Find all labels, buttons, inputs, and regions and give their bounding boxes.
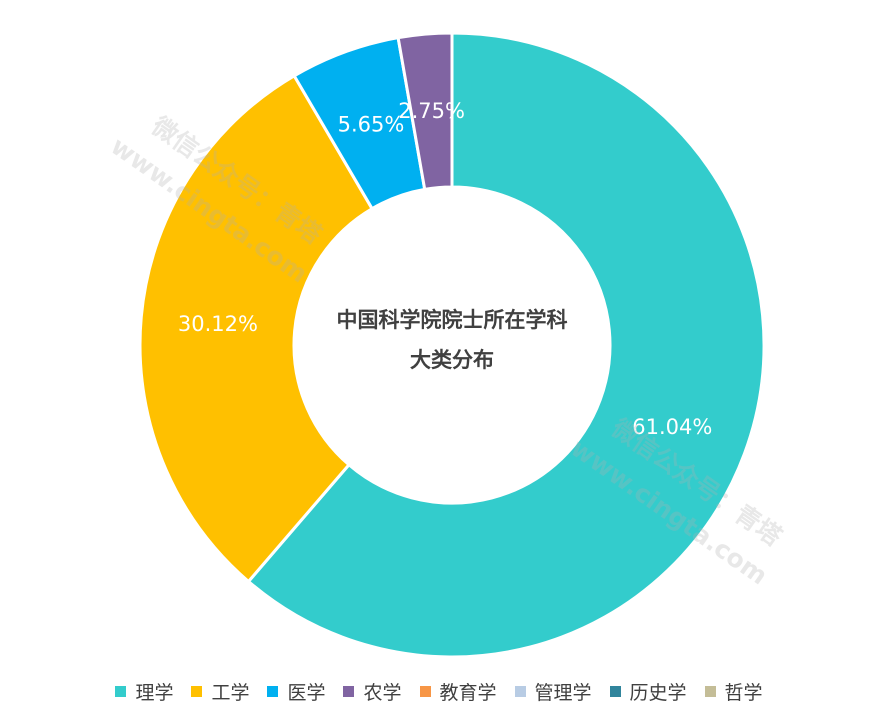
legend-swatch	[191, 685, 203, 697]
legend-swatch	[267, 685, 279, 697]
slice-label-理学: 61.04%	[632, 415, 712, 439]
legend-item-理学: 理学	[115, 678, 173, 705]
chart-title-line-1: 中国科学院院士所在学科	[337, 308, 568, 332]
legend-label: 医学	[287, 681, 326, 704]
legend-swatch	[609, 685, 621, 697]
legend: 理学 工学 医学 农学 教育学 管理学 历史学 哲学	[0, 676, 878, 706]
legend-label: 农学	[363, 681, 402, 704]
slice-农学	[396, 31, 454, 192]
slice-label-工学: 30.12%	[178, 312, 258, 336]
slice-labels: 61.04% 30.12% 5.65%2.75%	[178, 99, 712, 439]
legend-item-农学: 农学	[343, 678, 402, 705]
legend-item-工学: 工学	[191, 678, 249, 705]
legend-label: 教育学	[439, 681, 497, 704]
legend-label: 管理学	[534, 681, 592, 704]
legend-item-医学: 医学	[267, 678, 325, 705]
legend-label: 理学	[135, 681, 174, 704]
legend-item-哲学: 哲学	[704, 678, 763, 705]
legend-item-教育学: 教育学	[419, 678, 497, 705]
legend-label: 工学	[211, 681, 250, 704]
legend-item-管理学: 管理学	[514, 678, 592, 705]
legend-swatch	[419, 685, 431, 697]
donut-slices	[138, 31, 766, 659]
legend-swatch	[115, 685, 127, 697]
chart-title-line-2: 大类分布	[410, 348, 494, 372]
slice-label-医学: 5.65%	[338, 112, 405, 136]
legend-swatch	[514, 685, 526, 697]
legend-item-历史学: 历史学	[609, 678, 687, 705]
slice-工学	[138, 73, 375, 584]
legend-swatch	[704, 685, 716, 697]
legend-label: 历史学	[629, 681, 687, 704]
slice-理学	[246, 31, 766, 659]
slice-label-农学: 2.75%	[398, 99, 465, 123]
legend-label: 哲学	[724, 681, 763, 704]
legend-swatch	[343, 685, 355, 697]
